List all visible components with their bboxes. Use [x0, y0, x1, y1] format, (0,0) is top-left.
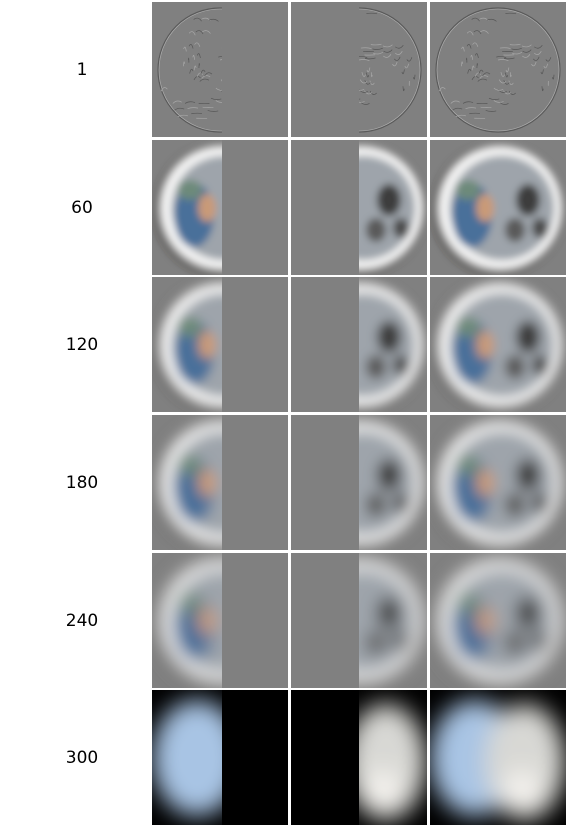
- right-half-image: [291, 2, 427, 137]
- combined-image: [430, 690, 566, 825]
- combined-image: [430, 415, 566, 550]
- left-half-image: [152, 140, 288, 275]
- row-label: 60: [71, 197, 93, 218]
- grid-row: 60: [0, 140, 579, 275]
- grid-row: 180: [0, 415, 579, 550]
- left-half-image: [152, 553, 288, 688]
- combined-image: [430, 2, 566, 137]
- right-half-image: [291, 140, 427, 275]
- grid-row: 1: [0, 2, 579, 137]
- row-label: 180: [65, 472, 99, 493]
- grid-row: 300: [0, 690, 579, 825]
- right-half-image: [291, 277, 427, 412]
- row-label: 300: [65, 747, 99, 768]
- right-half-image: [291, 690, 427, 825]
- left-half-image: [152, 2, 288, 137]
- combined-image: [430, 277, 566, 412]
- grid-row: 240: [0, 553, 579, 688]
- row-label: 240: [65, 610, 99, 631]
- left-half-image: [152, 415, 288, 550]
- left-half-image: [152, 277, 288, 412]
- row-label: 120: [65, 334, 99, 355]
- grid-row: 120: [0, 277, 579, 412]
- combined-image: [430, 140, 566, 275]
- row-label: 1: [76, 59, 88, 80]
- right-half-image: [291, 415, 427, 550]
- left-half-image: [152, 690, 288, 825]
- right-half-image: [291, 553, 427, 688]
- combined-image: [430, 553, 566, 688]
